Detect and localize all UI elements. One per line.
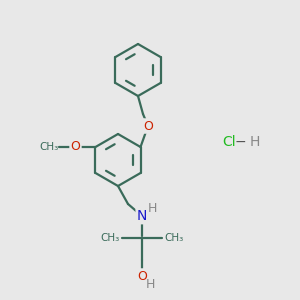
Text: Cl: Cl [222,135,236,149]
Text: H: H [145,278,155,290]
Text: H: H [250,135,260,149]
Text: CH₃: CH₃ [164,233,183,243]
Text: N: N [137,209,147,223]
Text: CH₃: CH₃ [39,142,58,152]
Text: −: − [234,135,246,149]
Text: O: O [70,140,80,154]
Text: H: H [147,202,157,214]
Text: CH₃: CH₃ [101,233,120,243]
Text: O: O [137,269,147,283]
Text: O: O [143,119,153,133]
